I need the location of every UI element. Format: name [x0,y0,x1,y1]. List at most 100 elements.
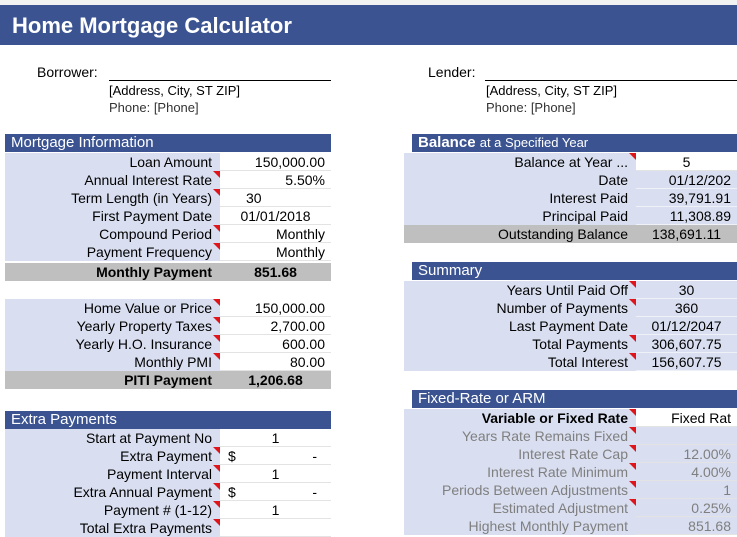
mortgage-payment-frequency-value[interactable]: Monthly [220,243,331,261]
extra-extra-payment-label: Extra Payment [5,447,220,465]
balance-balance-at-year--value[interactable]: 5 [636,153,737,171]
mortgage-monthly-pmi-value[interactable]: 80.00 [220,353,331,371]
arm-estimated-adjustment-label: Estimated Adjustment [404,499,636,517]
summary-total-payments-label: Total Payments [404,335,636,353]
extra-start-at-payment-no-value[interactable]: 1 [220,429,331,447]
borrower-name-field[interactable] [109,62,331,81]
comment-indicator-icon[interactable] [213,353,220,360]
borrower-address[interactable]: [Address, City, ST ZIP] [109,83,240,98]
comment-indicator-icon[interactable] [213,243,220,250]
comment-indicator-icon[interactable] [213,171,220,178]
extra-payment-1-12--label: Payment # (1-12) [5,501,220,519]
mortgage-term-length-in-years--value[interactable]: 30 [220,189,331,207]
summary-total-interest-label: Total Interest [404,353,636,371]
arm-years-rate-remains-fixed-label: Years Rate Remains Fixed [404,427,636,445]
balance-date-value: 01/12/202 [636,171,737,189]
dollar-sign: $ [228,484,236,500]
borrower-phone[interactable]: Phone: [Phone] [109,100,199,115]
balance-interest-paid-value: 39,791.91 [636,189,737,207]
extra-payment-interval-value[interactable]: 1 [220,465,331,483]
arm-years-rate-remains-fixed-value[interactable] [636,427,737,445]
extra-extra-payment-value[interactable]: $ - [220,447,331,465]
summary-last-payment-date-label: Last Payment Date [404,317,636,335]
mortgage-loan-amount-value[interactable]: 150,000.00 [220,153,331,171]
variable-or-fixed-rate-value[interactable]: Fixed Rat [636,409,737,427]
arm-highest-monthly-payment-label: Highest Monthly Payment [404,517,636,535]
extra-extra-annual-payment-label: Extra Annual Payment [5,483,220,501]
balance-principal-paid-value: 11,308.89 [636,207,737,225]
summary-years-until-paid-off-value: 30 [636,281,737,299]
comment-indicator-icon[interactable] [629,427,636,434]
mortgage-yearly-h-o-insurance-value[interactable]: 600.00 [220,335,331,353]
comment-indicator-icon[interactable] [213,519,220,526]
extra-payment-interval-label: Payment Interval [5,465,220,483]
comment-indicator-icon[interactable] [629,463,636,470]
mortgage-home-value-or-price-label: Home Value or Price [5,299,220,317]
comment-indicator-icon[interactable] [629,409,636,416]
comment-indicator-icon[interactable] [629,499,636,506]
extra-total-extra-payments-value[interactable] [220,519,331,537]
arm-interest-rate-minimum-label: Interest Rate Minimum [404,463,636,481]
monthly-payment-value: 851.68 [220,263,331,281]
comment-indicator-icon[interactable] [629,353,636,360]
summary-years-until-paid-off-label: Years Until Paid Off [404,281,636,299]
comment-indicator-icon[interactable] [629,445,636,452]
comment-indicator-icon[interactable] [213,317,220,324]
arm-periods-between-adjustments-label: Periods Between Adjustments [404,481,636,499]
extra-total-extra-payments-label: Total Extra Payments [5,519,220,537]
balance-header-title: Balance [418,134,476,151]
mortgage-info-header: Mortgage Information [5,134,331,152]
extra-payment-1-12--value[interactable]: 1 [220,501,331,519]
summary-number-of-payments-value: 360 [636,299,737,317]
mortgage-first-payment-date-value[interactable]: 01/01/2018 [220,207,331,225]
summary-total-payments-value: 306,607.75 [636,335,737,353]
mortgage-payment-frequency-label: Payment Frequency [5,243,220,261]
comment-indicator-icon[interactable] [213,465,220,472]
arm-estimated-adjustment-value[interactable]: 0.25% [636,499,737,517]
comment-indicator-icon[interactable] [629,299,636,306]
comment-indicator-icon[interactable] [213,501,220,508]
comment-indicator-icon[interactable] [213,299,220,306]
comment-indicator-icon[interactable] [213,189,220,196]
mortgage-yearly-property-taxes-value[interactable]: 2,700.00 [220,317,331,335]
amount: - [312,448,317,464]
lender-phone[interactable]: Phone: [Phone] [486,100,576,115]
arm-interest-rate-cap-label: Interest Rate Cap [404,445,636,463]
mortgage-yearly-h-o-insurance-label: Yearly H.O. Insurance [5,335,220,353]
lender-label: Lender: [428,64,476,80]
comment-indicator-icon[interactable] [213,335,220,342]
outstanding-balance-value: 138,691.11 [636,225,737,243]
mortgage-loan-amount-label: Loan Amount [5,153,220,171]
lender-address[interactable]: [Address, City, ST ZIP] [486,83,617,98]
outstanding-balance-label: Outstanding Balance [404,225,636,243]
dollar-sign: $ [228,448,236,464]
balance-balance-at-year--label: Balance at Year ... [404,153,636,171]
comment-indicator-icon[interactable] [213,225,220,232]
page-title: Home Mortgage Calculator [12,13,292,38]
summary-total-interest-value: 156,607.75 [636,353,737,371]
mortgage-compound-period-value[interactable]: Monthly [220,225,331,243]
comment-indicator-icon[interactable] [629,281,636,288]
summary-header: Summary [412,262,737,280]
borrower-label: Borrower: [37,64,98,80]
comment-indicator-icon[interactable] [213,483,220,490]
arm-interest-rate-cap-value[interactable]: 12.00% [636,445,737,463]
mortgage-home-value-or-price-value[interactable]: 150,000.00 [220,299,331,317]
comment-indicator-icon[interactable] [629,335,636,342]
extra-payments-header: Extra Payments [5,411,331,429]
arm-highest-monthly-payment-value[interactable]: 851.68 [636,517,737,535]
summary-last-payment-date-value: 01/12/2047 [636,317,737,335]
comment-indicator-icon[interactable] [629,481,636,488]
balance-principal-paid-label: Principal Paid [404,207,636,225]
mortgage-annual-interest-rate-label: Annual Interest Rate [5,171,220,189]
comment-indicator-icon[interactable] [213,447,220,454]
arm-interest-rate-minimum-value[interactable]: 4.00% [636,463,737,481]
lender-name-field[interactable] [485,62,737,81]
balance-header-subtitle: at a Specified Year [479,135,589,150]
mortgage-annual-interest-rate-value[interactable]: 5.50% [220,171,331,189]
comment-indicator-icon[interactable] [629,153,636,160]
mortgage-yearly-property-taxes-label: Yearly Property Taxes [5,317,220,335]
piti-payment-value: 1,206.68 [220,371,331,389]
extra-extra-annual-payment-value[interactable]: $ - [220,483,331,501]
arm-periods-between-adjustments-value[interactable]: 1 [636,481,737,499]
